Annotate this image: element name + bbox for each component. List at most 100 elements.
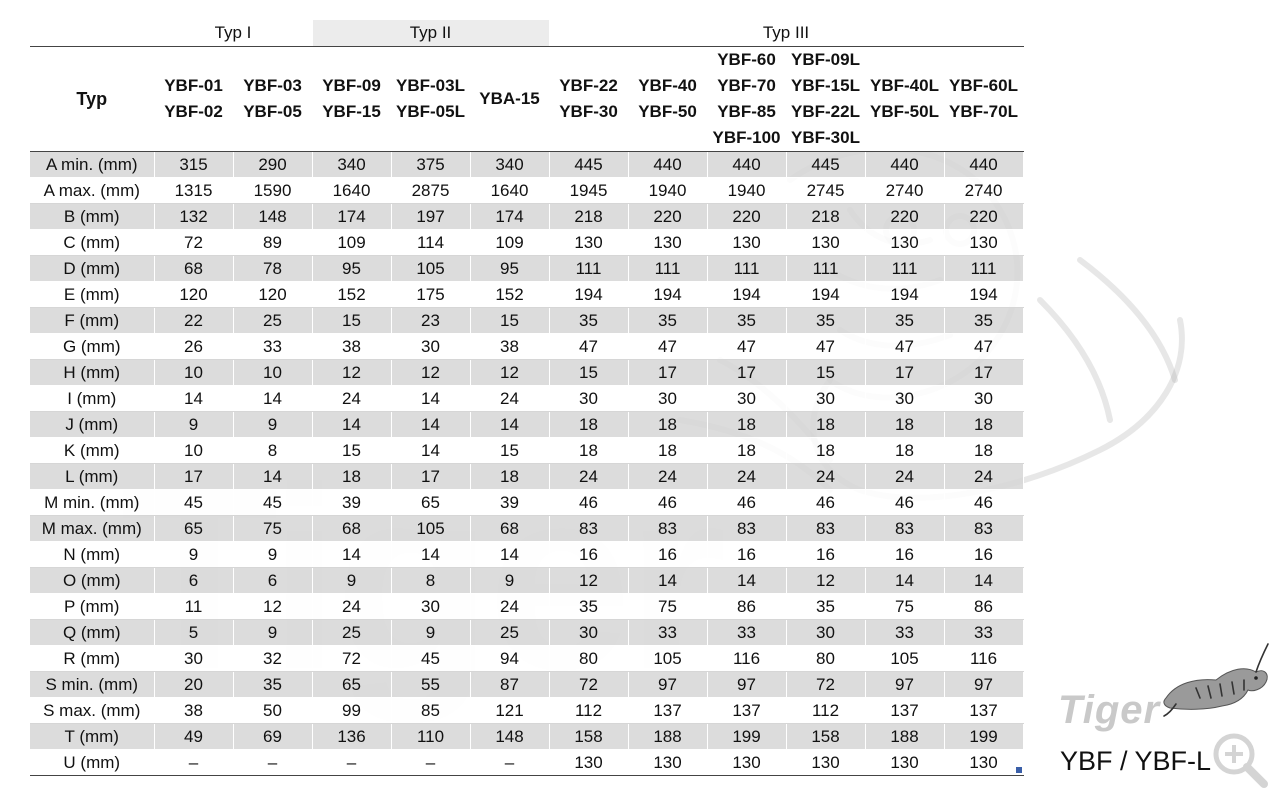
table-resize-marker <box>1016 767 1022 773</box>
dimension-value: 148 <box>470 723 550 750</box>
dimension-value: 24 <box>865 463 945 490</box>
dimension-value: 45 <box>154 489 234 516</box>
row-label: O (mm) <box>30 567 155 594</box>
dimension-value: 39 <box>312 489 392 516</box>
dimension-value: 35 <box>549 307 629 334</box>
model-header-row: Typ YBF-01 YBF-02 YBF-03 YBF-05 YBF-09 YBF-15… <box>30 46 1024 152</box>
dimension-value: 25 <box>470 619 550 646</box>
dimension-value: 30 <box>391 593 471 620</box>
dimension-value: 1940 <box>628 177 708 204</box>
dimension-value: 445 <box>786 151 866 178</box>
dimension-value: 9 <box>312 567 392 594</box>
dimension-value: 10 <box>154 437 234 464</box>
dimension-value: 30 <box>865 385 945 412</box>
dimension-value: 72 <box>786 671 866 698</box>
zoom-in-icon[interactable] <box>1210 730 1270 790</box>
dimension-value: 30 <box>707 385 787 412</box>
table-row: K (mm) 10 8 15 14 15 18 18 18 18 18 18 <box>30 437 1024 464</box>
model-name: YBF-02 <box>164 102 223 121</box>
dimension-value: 218 <box>549 203 629 230</box>
dimension-value: 110 <box>391 723 471 750</box>
dimension-value: 75 <box>628 593 708 620</box>
table-row: C (mm) 72 89 109 114 109 130 130 130 130 130 130 <box>30 229 1024 256</box>
dimension-value: 65 <box>312 671 392 698</box>
dimension-value: 137 <box>865 697 945 724</box>
dimension-value: 137 <box>628 697 708 724</box>
dimension-value: 111 <box>549 255 629 282</box>
dimension-value: 55 <box>391 671 471 698</box>
model-column-header: YBF-40L YBF-50L <box>865 46 945 152</box>
dimension-value: 12 <box>549 567 629 594</box>
model-name: YBF-05L <box>396 102 465 121</box>
model-name: YBF-70 <box>717 76 776 95</box>
dimension-value: 130 <box>707 229 787 256</box>
row-label: H (mm) <box>30 359 155 386</box>
tiger-logo-icon <box>1163 643 1269 717</box>
dimension-value: 137 <box>707 697 787 724</box>
dimension-value: 24 <box>312 385 392 412</box>
dimension-value: 440 <box>944 151 1024 178</box>
dimension-value: 75 <box>865 593 945 620</box>
dimension-value: 68 <box>154 255 234 282</box>
dimension-value: 114 <box>391 229 471 256</box>
dimension-value: 1945 <box>549 177 629 204</box>
dimension-value: 72 <box>549 671 629 698</box>
dimension-value: 68 <box>470 515 550 542</box>
dimension-value: 218 <box>786 203 866 230</box>
model-name: YBF-30L <box>791 128 860 147</box>
dimension-value: 199 <box>944 723 1024 750</box>
dimension-value: 116 <box>707 645 787 672</box>
dimension-value: 25 <box>312 619 392 646</box>
dimension-value: 9 <box>233 619 313 646</box>
dimension-value: 97 <box>865 671 945 698</box>
dimension-value: 14 <box>944 567 1024 594</box>
model-column-header: YBF-40 YBF-50 <box>628 46 708 152</box>
model-name: YBF-15 <box>322 102 381 121</box>
group-header-typ-2: Typ II <box>312 20 550 47</box>
dimension-value: 12 <box>233 593 313 620</box>
dimension-value: 109 <box>470 229 550 256</box>
dimension-value: 158 <box>786 723 866 750</box>
dimension-value: 14 <box>233 463 313 490</box>
dimension-value: 17 <box>628 359 708 386</box>
model-name: YBF-01 <box>164 76 223 95</box>
dimension-value: 121 <box>470 697 550 724</box>
table-row: F (mm) 22 25 15 23 15 35 35 35 35 35 35 <box>30 307 1024 334</box>
dimension-value: 220 <box>865 203 945 230</box>
dimension-value: 24 <box>707 463 787 490</box>
dimension-value: 8 <box>233 437 313 464</box>
dimension-value: 130 <box>707 749 787 776</box>
dimension-value: 33 <box>944 619 1024 646</box>
dimension-value: 38 <box>470 333 550 360</box>
dimension-value: 18 <box>707 437 787 464</box>
dimension-value: 80 <box>549 645 629 672</box>
dimension-value: 14 <box>391 541 471 568</box>
model-column-header: YBF-60 YBF-70 YBF-85 YBF-100 <box>707 46 787 152</box>
dimension-value: 30 <box>628 385 708 412</box>
table-row: O (mm) 6 6 9 8 9 12 14 14 12 14 14 <box>30 567 1024 594</box>
dimension-value: 15 <box>786 359 866 386</box>
dimension-value: 116 <box>944 645 1024 672</box>
dimension-value: 18 <box>786 437 866 464</box>
dimension-value: 440 <box>707 151 787 178</box>
dimension-value: 188 <box>628 723 708 750</box>
dimension-value: 46 <box>549 489 629 516</box>
table-row: A max. (mm) 1315 1590 1640 2875 1640 1945 1940 1… <box>30 177 1024 204</box>
table-row: P (mm) 11 12 24 30 24 35 75 86 35 75 86 <box>30 593 1024 620</box>
table-row: H (mm) 10 10 12 12 12 15 17 17 15 17 17 <box>30 359 1024 386</box>
row-label: A min. (mm) <box>30 151 155 178</box>
table-row: U (mm) – – – – –130 130 130 130 130 130 <box>30 749 1024 776</box>
dimension-value: 315 <box>154 151 234 178</box>
model-name: YBF-70L <box>949 102 1018 121</box>
dimension-value: 65 <box>154 515 234 542</box>
dimension-value: 69 <box>233 723 313 750</box>
dimension-value: – <box>154 749 234 776</box>
dimension-value: 14 <box>154 385 234 412</box>
dimension-value: 16 <box>549 541 629 568</box>
row-label: F (mm) <box>30 307 155 334</box>
dimension-value: 14 <box>470 411 550 438</box>
dimension-value: 105 <box>391 255 471 282</box>
dimension-value: 14 <box>628 567 708 594</box>
model-name: YBF-03L <box>396 76 465 95</box>
dimension-value: 174 <box>312 203 392 230</box>
